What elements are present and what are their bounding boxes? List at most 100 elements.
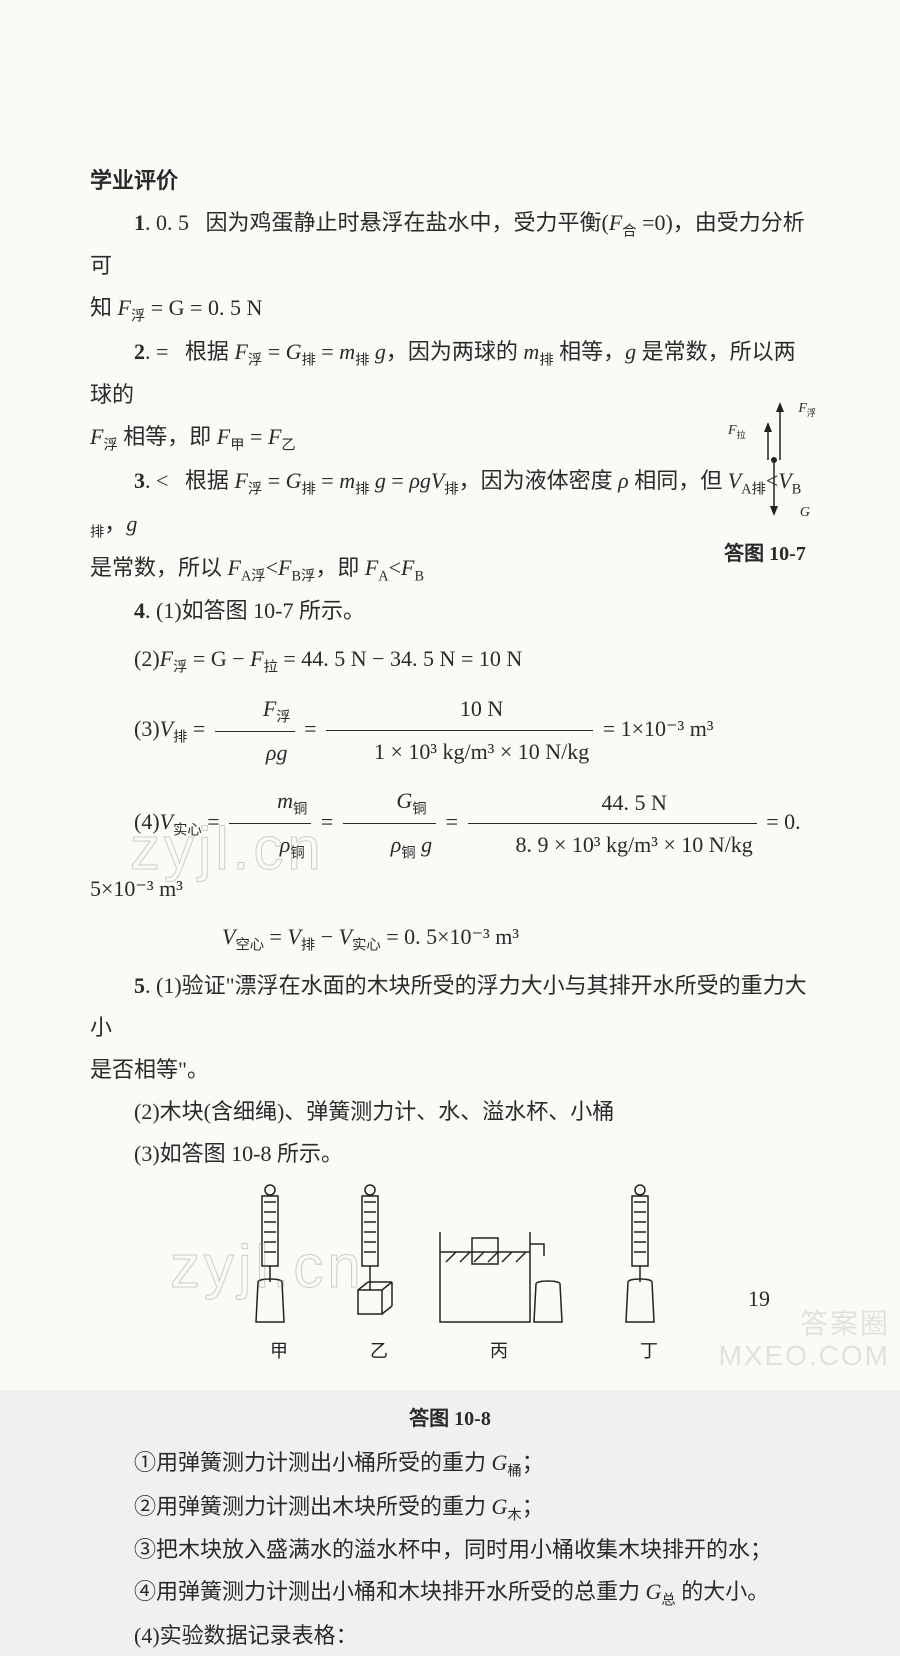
q4-f5n: 44. 5 N	[468, 782, 757, 825]
q3-FA2: F	[365, 555, 378, 580]
q2-F: F	[234, 339, 247, 364]
q3-num: 3	[134, 468, 145, 493]
q4-p3pre: (3)	[134, 716, 160, 741]
q4-p4pre: (4)	[134, 809, 160, 834]
q1-F2-sub: 浮	[131, 309, 145, 325]
q4-l2r: = 0. 5×10⁻³ m³	[381, 924, 519, 949]
q5-p1: 5. (1)验证"漂浮在水面的木块所受的浮力大小与其排开水所受的重力大小	[90, 965, 810, 1049]
q4-V4sub: 实心	[173, 822, 202, 838]
q5-s1s: 桶	[507, 1464, 521, 1480]
q4-f3nm: m	[277, 788, 293, 813]
q2-m: m	[339, 339, 355, 364]
q5-step1: ①用弹簧测力计测出小桶所受的重力 G桶；	[90, 1442, 810, 1486]
q1-line2: 知 F浮 = G = 0. 5 N	[90, 287, 810, 331]
q5-s2G: G	[492, 1494, 508, 1519]
fd-Fla: F	[728, 423, 737, 438]
q4-f3dr: ρ	[280, 832, 291, 857]
q4-p2: (2)F浮 = G − F拉 = 44. 5 N − 34. 5 N = 10 …	[90, 638, 810, 682]
q5-p2: (2)木块(含细绳)、弹簧测力计、水、溢水杯、小桶	[90, 1091, 810, 1133]
fig-label-yi: 乙	[370, 1341, 388, 1361]
q1-F2: F	[118, 295, 131, 320]
q5-s4G: G	[646, 1579, 662, 1604]
q3-lt3: <	[389, 555, 401, 580]
q3-G: G	[286, 468, 302, 493]
q3-ans: <	[156, 468, 168, 493]
q3-t2: ，因为液体密度	[459, 468, 619, 493]
q4-f4nGs: 铜	[412, 801, 426, 817]
figure-10-8-svg: 甲 乙 丙 丁	[190, 1182, 710, 1382]
fd-G: G	[800, 505, 810, 520]
figure-10-8: 甲 乙 丙 丁 答图 10-8	[190, 1182, 710, 1438]
q4-l2eq: =	[264, 924, 287, 949]
q2-line2: F浮 相等，即 F甲 = F乙	[90, 416, 810, 460]
q2-t2: ，因为两球的	[386, 339, 524, 364]
q5-s1b: ；	[522, 1450, 544, 1475]
q4-f3nms: 铜	[293, 801, 307, 817]
q2-Fyisub: 乙	[281, 437, 295, 453]
q2-eq: =	[262, 339, 285, 364]
q4-num: 4	[134, 598, 145, 623]
q3-FB2: F	[401, 555, 414, 580]
q4-eqc: = 1×10⁻³ m³	[603, 716, 714, 741]
q5-step3: ③把木块放入盛满水的溢水杯中，同时用小桶收集木块排开的水；	[90, 1529, 810, 1571]
q4-f1nF: F	[263, 696, 276, 721]
q3-FA: F	[228, 555, 241, 580]
q4-V: V	[160, 716, 173, 741]
section-heading: 学业评价	[90, 160, 810, 202]
q2-Fyi: F	[268, 424, 281, 449]
q4-eqf: =	[446, 809, 464, 834]
figure-10-8-caption: 答图 10-8	[190, 1400, 710, 1438]
q2-msub: 排	[355, 352, 369, 368]
page-number: 19	[748, 1278, 770, 1320]
q4-eqb: =	[304, 716, 322, 741]
q4-frac3: m铜 ρ铜	[229, 780, 311, 868]
q4-l2V3s: 实心	[352, 937, 381, 953]
q4-eqa: =	[187, 716, 210, 741]
q1: 1. 0. 5 因为鸡蛋静止时悬浮在盐水中，受力平衡(F合 =0)，由受力分析可	[90, 202, 810, 287]
q4-f4dg: g	[416, 832, 433, 857]
q4-V4: V	[160, 809, 173, 834]
q4-p2pre: (2)	[134, 646, 160, 671]
q3-g2: g	[126, 511, 137, 536]
q4-p1: 4. (1)如答图 10-7 所示。	[90, 590, 810, 632]
q4-eqe: =	[321, 809, 339, 834]
q4-f4drs: 铜	[401, 846, 415, 862]
fd-Ffus: 浮	[807, 408, 816, 418]
q4-Fsub: 浮	[173, 659, 187, 675]
q2-m2: m	[523, 339, 539, 364]
q3: 3. < 根据 F浮 = G排 = m排 g = ρgV排，因为液体密度 ρ 相…	[90, 460, 810, 547]
corner-mark: MXEO.COM	[718, 1329, 890, 1382]
q3-F: F	[234, 468, 247, 493]
q4-f4nG: G	[396, 788, 412, 813]
figure-10-7-caption: 答图 10-7	[720, 535, 810, 573]
q3-FAsub: A浮	[241, 568, 266, 584]
fig-label-bing: 丙	[490, 1341, 508, 1361]
q2-m2sub: 排	[539, 352, 553, 368]
q2-eq3: =	[245, 424, 268, 449]
q1-Fsum: F	[609, 210, 622, 235]
q2-g2: g	[625, 339, 636, 364]
q2: 2. = 根据 F浮 = G排 = m排 g，因为两球的 m排 相等，g 是常数…	[90, 331, 810, 416]
q1-Fsum-sub: 合	[622, 223, 636, 239]
q4-l2V: V	[222, 924, 235, 949]
q2-Fjiasub: 甲	[230, 437, 244, 453]
q3-FB2sub: B	[414, 568, 424, 584]
q4-f5d: 8. 9 × 10³ kg/m³ × 10 N/kg	[468, 824, 757, 866]
q4-frac1: F浮 ρg	[215, 688, 295, 774]
q2-G: G	[286, 339, 302, 364]
q5-s1G: G	[492, 1450, 508, 1475]
q3-msub: 排	[355, 481, 369, 497]
q4-f1nFs: 浮	[276, 709, 290, 725]
q3-comma: ，	[104, 511, 126, 536]
q3-FA2sub: A	[378, 568, 388, 584]
q4-l2V2: V	[287, 924, 300, 949]
q3-t1: 根据	[185, 468, 235, 493]
q3-V: V	[431, 468, 444, 493]
q2-Gsub: 排	[302, 352, 316, 368]
q4-Flasub: 拉	[264, 659, 278, 675]
q4-f1d: ρg	[266, 740, 288, 765]
q4-frac5: 44. 5 N 8. 9 × 10³ kg/m³ × 10 N/kg	[468, 782, 757, 867]
fig-label-ding: 丁	[640, 1341, 658, 1361]
q5-p4: (4)实验数据记录表格：	[90, 1615, 810, 1656]
q3-l2a: 是常数，所以	[90, 555, 228, 580]
